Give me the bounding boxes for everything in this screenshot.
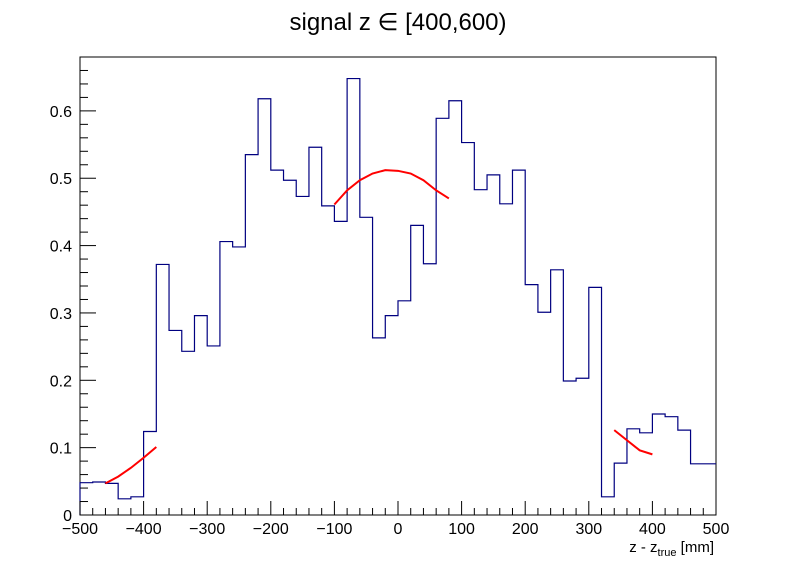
histogram-bin: [347, 79, 360, 515]
fit-curve-3: [613, 429, 653, 456]
y-tick-label: 0.1: [50, 441, 72, 458]
histogram-bin: [525, 285, 538, 515]
histogram-bin: [691, 464, 704, 515]
x-tick-label: 500: [703, 521, 730, 538]
histogram-bin: [589, 287, 602, 515]
histogram-bin: [665, 417, 678, 515]
x-tick-label: 300: [575, 521, 602, 538]
histogram-bin: [144, 431, 157, 515]
x-tick-label: 200: [512, 521, 539, 538]
x-axis-label-unit: [mm]: [677, 539, 715, 556]
x-tick-label: −500: [62, 521, 98, 538]
histogram-bin: [271, 170, 284, 515]
x-tick-label: 400: [639, 521, 666, 538]
histogram-bin: [258, 99, 271, 515]
histogram-bin: [182, 351, 195, 515]
histogram-bin: [512, 170, 525, 515]
histogram-bin: [436, 118, 449, 515]
histogram-bin: [245, 155, 258, 515]
histogram-bin: [334, 221, 347, 515]
histogram-bin: [538, 312, 551, 515]
histogram-bin: [93, 482, 106, 515]
histogram-bin: [551, 270, 564, 515]
histogram-bin: [640, 433, 653, 515]
histogram-bin: [284, 180, 297, 515]
fit-curve-1: [104, 446, 157, 485]
histogram-bin: [220, 242, 233, 515]
histogram-bin: [614, 463, 627, 515]
y-tick-label: 0: [63, 508, 72, 525]
histogram-bin: [652, 414, 665, 515]
fit-curve-2: [333, 169, 450, 206]
histogram-bin: [449, 101, 462, 515]
y-tick-label: 0.3: [50, 306, 72, 323]
histogram-bin: [207, 346, 220, 515]
plot-area: −500 −400 −300 −200 −100 0 100 200 300 400 500 0 0.1…: [50, 56, 730, 538]
histogram-bin: [703, 464, 716, 515]
x-tick-label: 100: [448, 521, 475, 538]
histogram-bin: [678, 430, 691, 515]
histogram-bin: [487, 175, 500, 515]
histogram-bin: [322, 206, 335, 515]
histogram-bin: [80, 483, 93, 515]
x-tick-label: −100: [316, 521, 352, 538]
histogram-bin: [194, 316, 207, 515]
histogram-bin: [373, 338, 386, 515]
histogram-bin: [118, 499, 131, 515]
histogram-bin: [474, 190, 487, 515]
histogram-bin: [602, 497, 615, 515]
y-tick-label: 0.4: [50, 239, 72, 256]
x-tick-label: 0: [394, 521, 403, 538]
y-tick-label: 0.5: [50, 171, 72, 188]
histogram-bin: [105, 483, 118, 515]
chart-title: signal z ∈ [400,600): [289, 9, 506, 36]
histogram-bin: [169, 330, 182, 515]
x-axis-label: z - ztrue [mm]: [629, 539, 714, 559]
x-axis-label-subscript: true: [658, 547, 677, 559]
histogram-bin: [360, 217, 373, 515]
histogram-bin: [131, 497, 144, 515]
histogram-bin: [576, 378, 589, 515]
histogram-bin: [411, 225, 424, 515]
histogram-bin: [385, 316, 398, 515]
y-tick-label: 0.6: [50, 104, 72, 121]
histogram-bin: [398, 301, 411, 515]
histogram-bin: [423, 264, 436, 515]
x-axis-label-main: z - z: [629, 539, 657, 556]
histogram-bin: [296, 196, 309, 515]
histogram-bin: [309, 147, 322, 515]
histogram-bin: [462, 143, 475, 515]
x-tick-label: −300: [189, 521, 225, 538]
histogram-bin: [156, 264, 169, 515]
histogram-bin: [233, 247, 246, 515]
x-tick-label: −200: [253, 521, 289, 538]
x-tick-label: −400: [126, 521, 162, 538]
histogram-outline: [79, 77, 716, 515]
histogram-bin: [563, 381, 576, 515]
y-tick-label: 0.2: [50, 373, 72, 390]
histogram-bin: [500, 204, 513, 515]
